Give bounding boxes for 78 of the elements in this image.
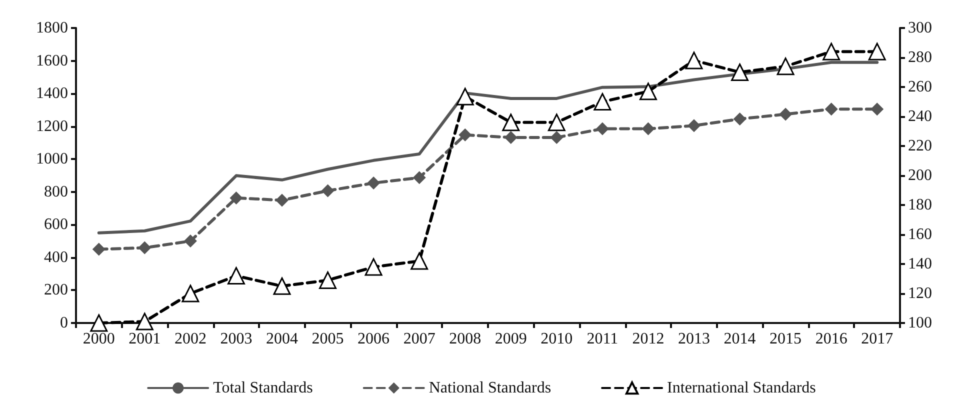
x-tick-label: 2004	[266, 330, 298, 348]
point	[319, 271, 337, 289]
y-tick-label: 800	[44, 183, 68, 200]
point	[230, 191, 243, 204]
y2-tick-label: 220	[908, 138, 932, 154]
y2-tick-label: 100	[908, 314, 932, 332]
point	[273, 277, 291, 295]
y-tick-label: 400	[44, 248, 68, 266]
point	[596, 122, 609, 136]
x-tick-label: 2003	[220, 330, 252, 348]
point	[733, 112, 746, 126]
y2-tick-label: 240	[908, 108, 932, 125]
point	[227, 267, 245, 285]
point	[184, 234, 197, 248]
point	[868, 42, 886, 60]
y-tick-label: 1800	[36, 20, 68, 36]
point	[594, 93, 612, 110]
point	[685, 52, 703, 70]
x-tick-label: 2001	[128, 330, 161, 348]
x-tick-label: 2000	[82, 330, 115, 348]
y-tick-label: 200	[44, 282, 68, 299]
legend-label: National Standards	[428, 380, 552, 396]
y2-tick-label: 180	[908, 196, 932, 214]
x-tick-label: 2010	[540, 330, 573, 348]
y-tick-label: 1000	[36, 150, 68, 168]
y-tick-label: 0	[60, 314, 68, 332]
point	[779, 108, 792, 121]
point	[822, 42, 840, 60]
y-tick-label: 1600	[36, 52, 68, 70]
point	[410, 252, 428, 270]
point	[731, 64, 749, 81]
point	[136, 312, 154, 330]
point	[502, 114, 520, 132]
y2-tick-label: 120	[908, 285, 932, 302]
point	[412, 171, 426, 184]
point	[870, 102, 884, 116]
y-tick-label: 600	[44, 216, 68, 234]
point	[548, 114, 566, 132]
point	[276, 194, 288, 207]
point	[90, 314, 108, 332]
x-tick-label: 2011	[586, 330, 618, 348]
point	[92, 242, 106, 256]
point	[458, 128, 472, 142]
point	[321, 184, 334, 198]
x-tick-label: 2005	[312, 330, 344, 348]
legend-label: Total Standards	[213, 380, 313, 396]
y2-tick-label: 140	[908, 256, 932, 272]
x-tick-label: 2006	[358, 330, 390, 348]
point	[642, 122, 655, 136]
x-tick-label: 2016	[815, 330, 848, 348]
y-tick-label: 1400	[36, 85, 68, 102]
point	[776, 58, 794, 76]
point	[688, 119, 700, 132]
y2-tick-label: 200	[908, 167, 932, 184]
legend-label: International Standards	[667, 380, 816, 396]
y2-tick-label: 160	[908, 226, 932, 243]
point	[824, 102, 838, 116]
point	[550, 130, 564, 144]
x-tick-label: 2008	[449, 330, 482, 348]
y-tick-label: 1200	[36, 118, 68, 135]
point	[364, 258, 382, 276]
point	[367, 176, 380, 190]
x-tick-label: 2013	[678, 330, 710, 348]
x-tick-label: 2014	[724, 330, 756, 348]
x-tick-label: 2007	[403, 330, 436, 348]
y2-tick-label: 280	[908, 49, 932, 66]
point	[639, 82, 657, 100]
x-tick-label: 2015	[770, 330, 802, 348]
y2-tick-label: 300	[908, 20, 932, 36]
point	[504, 130, 518, 144]
point	[182, 284, 200, 302]
x-tick-label: 2002	[174, 330, 206, 348]
x-tick-label: 2012	[632, 330, 664, 348]
y2-tick-label: 260	[908, 78, 932, 96]
point	[456, 88, 474, 106]
x-tick-label: 2009	[494, 330, 527, 348]
x-tick-label: 2017	[861, 330, 894, 348]
point	[138, 241, 152, 254]
